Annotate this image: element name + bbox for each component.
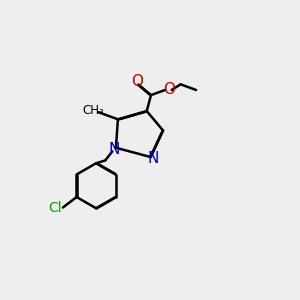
Text: O: O [131,74,143,89]
Text: N: N [109,142,120,157]
Text: Cl: Cl [49,200,62,214]
Text: CH₃: CH₃ [82,104,104,117]
Text: O: O [163,82,175,98]
Text: N: N [147,151,158,166]
